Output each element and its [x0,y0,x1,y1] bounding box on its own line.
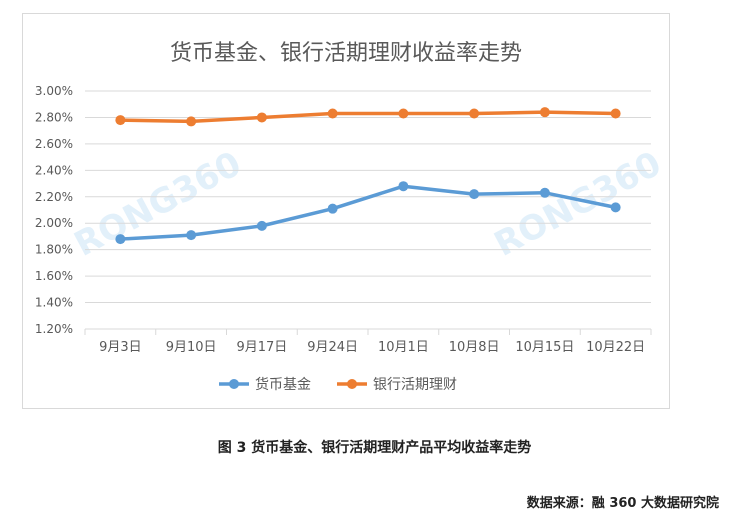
data-point [115,115,126,126]
legend-swatch-marker [229,379,239,389]
data-point [256,112,267,123]
data-point [469,189,480,200]
y-tick-label: 2.40% [35,163,73,177]
watermark-text: RONG360 [68,144,248,265]
data-point [327,203,338,214]
line-chart: 货币基金、银行活期理财收益率走势 RONG360 RONG360 3.00% 2.8… [35,41,668,393]
data-point [469,108,480,119]
y-tick-label: 1.80% [35,243,73,257]
x-tick-label: 10月8日 [449,340,500,355]
y-tick-label: 2.80% [35,110,73,124]
x-tick-label: 9月24日 [307,340,358,355]
data-source: 数据来源：融 360 大数据研究院 [526,496,719,511]
x-tick-label: 10月15日 [515,340,574,355]
data-point [115,234,126,245]
data-point [539,187,550,198]
watermark-text: RONG360 [488,144,668,265]
legend: 货币基金 银行活期理财 [219,376,457,393]
series-line [118,184,618,241]
legend-label: 货币基金 [255,376,311,393]
data-point [610,202,621,213]
x-axis-ticks: 9月3日 9月10日 9月17日 9月24日 10月1日 10月8日 10月15日 10月22… [84,329,652,355]
x-tick-label: 10月1日 [378,340,429,355]
data-point [186,116,197,127]
figure-caption: 图 3 货币基金、银行活期理财产品平均收益率走势 [217,440,532,456]
y-tick-label: 1.60% [35,269,73,283]
x-tick-label: 9月3日 [99,340,142,355]
y-tick-label: 1.40% [35,296,73,310]
data-point [539,107,550,118]
legend-label: 银行活期理财 [373,377,457,393]
y-tick-label: 1.20% [35,322,73,336]
y-tick-label: 2.20% [35,190,73,204]
data-point [327,108,338,119]
chart-title: 货币基金、银行活期理财收益率走势 [170,41,522,66]
chart-frame: 货币基金、银行活期理财收益率走势 RONG360 RONG360 3.00% 2.8… [22,13,670,409]
y-axis-ticks: 3.00% 2.80% 2.60% 2.40% 2.20% 2.00% 1.80% 1.60%… [35,84,73,336]
data-point [610,108,621,119]
data-point [186,230,197,241]
series-layer [115,107,621,245]
data-point [256,220,267,231]
y-tick-label: 2.60% [35,137,73,151]
x-tick-label: 9月10日 [166,340,217,355]
legend-swatch-marker [347,379,357,389]
data-point [398,181,409,192]
series-line [118,110,618,124]
x-tick-label: 10月22日 [586,340,645,355]
x-tick-label: 9月17日 [236,340,287,355]
y-tick-label: 2.00% [35,216,73,230]
y-tick-label: 3.00% [35,84,73,98]
data-point [398,108,409,119]
watermark-layer: RONG360 RONG360 [68,144,668,265]
